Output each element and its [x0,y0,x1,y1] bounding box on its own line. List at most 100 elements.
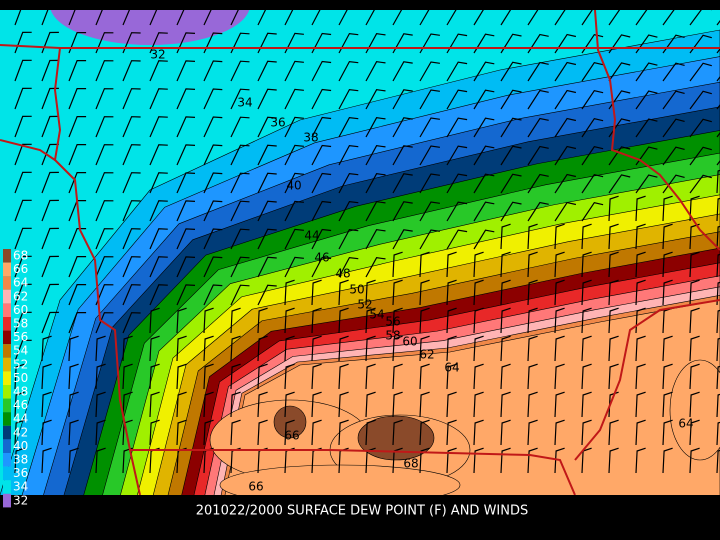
wind-barb [554,145,577,166]
legend-swatch [3,249,11,263]
wind-barb [581,419,592,446]
wind-barbs [14,10,720,474]
wind-barb [122,116,141,138]
wind-barb [473,117,495,138]
wind-barb [257,172,277,194]
wind-barb [446,447,457,474]
wind-barb [284,228,304,250]
wind-barb [500,89,522,110]
wind-barb [149,116,168,138]
wind-barb [95,32,114,54]
wind-barb [149,172,168,194]
wind-barb [284,307,295,334]
wind-barb [554,391,565,418]
wind-barb [392,201,413,222]
contour-label: 48 [335,267,350,281]
wind-barb [365,173,386,194]
wind-barb [689,307,700,334]
contour-label: 44 [304,229,319,243]
wind-barb [257,256,277,278]
wind-barb [41,31,59,54]
wind-barb [149,10,158,26]
wind-barb [365,229,386,250]
contour-label: 34 [237,96,252,110]
border [53,47,141,495]
wind-barb [149,256,168,278]
wind-barb [176,60,196,82]
wind-barb [608,223,619,250]
wind-barb [446,419,457,446]
wind-barb [41,255,59,278]
band [669,359,720,461]
wind-barb [635,195,646,222]
wind-barb [662,279,673,306]
wind-barb [527,61,549,82]
wind-barb [473,145,495,166]
wind-barb [122,144,141,166]
wind-barb [230,116,250,138]
wind-barb [41,10,49,26]
wind-barb [554,419,565,446]
wind-barb [203,284,223,306]
wind-barb [311,10,321,26]
wind-barb [41,227,59,250]
legend-swatch [3,453,11,467]
contour-label: 32 [150,48,165,62]
wind-barb [257,307,268,334]
wind-barb [419,279,430,306]
wind-barb [581,174,604,194]
wind-barb [446,363,457,390]
contour-label: 52 [357,298,372,312]
wind-barb [635,391,646,418]
wind-barb [689,118,712,138]
wind-barb [716,169,720,194]
wind-barb [500,419,511,446]
wind-barb [203,116,223,138]
wind-barb [176,116,196,138]
wind-barb [41,447,52,474]
wind-barb [473,391,484,418]
wind-barb [446,61,468,82]
wind-barb [365,363,376,390]
wind-barb [95,172,114,194]
wind-barb [419,89,440,110]
wind-barb [608,62,631,82]
wind-barb [149,307,160,334]
wind-barb [419,173,440,194]
wind-barb [527,173,549,194]
wind-barb [689,391,700,418]
legend-label: 38 [13,453,28,467]
wind-barb [554,251,565,278]
border [574,299,720,461]
wind-barb [446,89,468,110]
wind-barb [581,279,592,306]
wind-barb [41,335,52,362]
legend-swatch [3,480,11,494]
wind-barb [716,197,720,222]
wind-barb [230,391,241,418]
wind-barb [581,118,604,138]
wind-barb [581,307,592,334]
wind-barb [392,391,403,418]
wind-barb [68,284,87,306]
wind-barb [662,62,685,82]
wind-barb [716,365,720,390]
wind-barb [419,33,440,54]
wind-barb [311,32,332,54]
wind-barb [500,10,512,26]
wind-barb [176,363,187,390]
band [357,415,435,461]
wind-barb [716,309,720,334]
wind-barb [149,60,168,82]
wind-barb [14,447,25,474]
wind-barb [95,200,114,222]
wind-barb [41,171,59,194]
contour-label: 54 [369,308,384,322]
wind-barb [365,10,375,26]
wind-barb [689,279,700,306]
wind-barb [68,228,87,250]
wind-barb [608,363,619,390]
wind-barb [689,419,700,446]
wind-barb [554,447,565,474]
